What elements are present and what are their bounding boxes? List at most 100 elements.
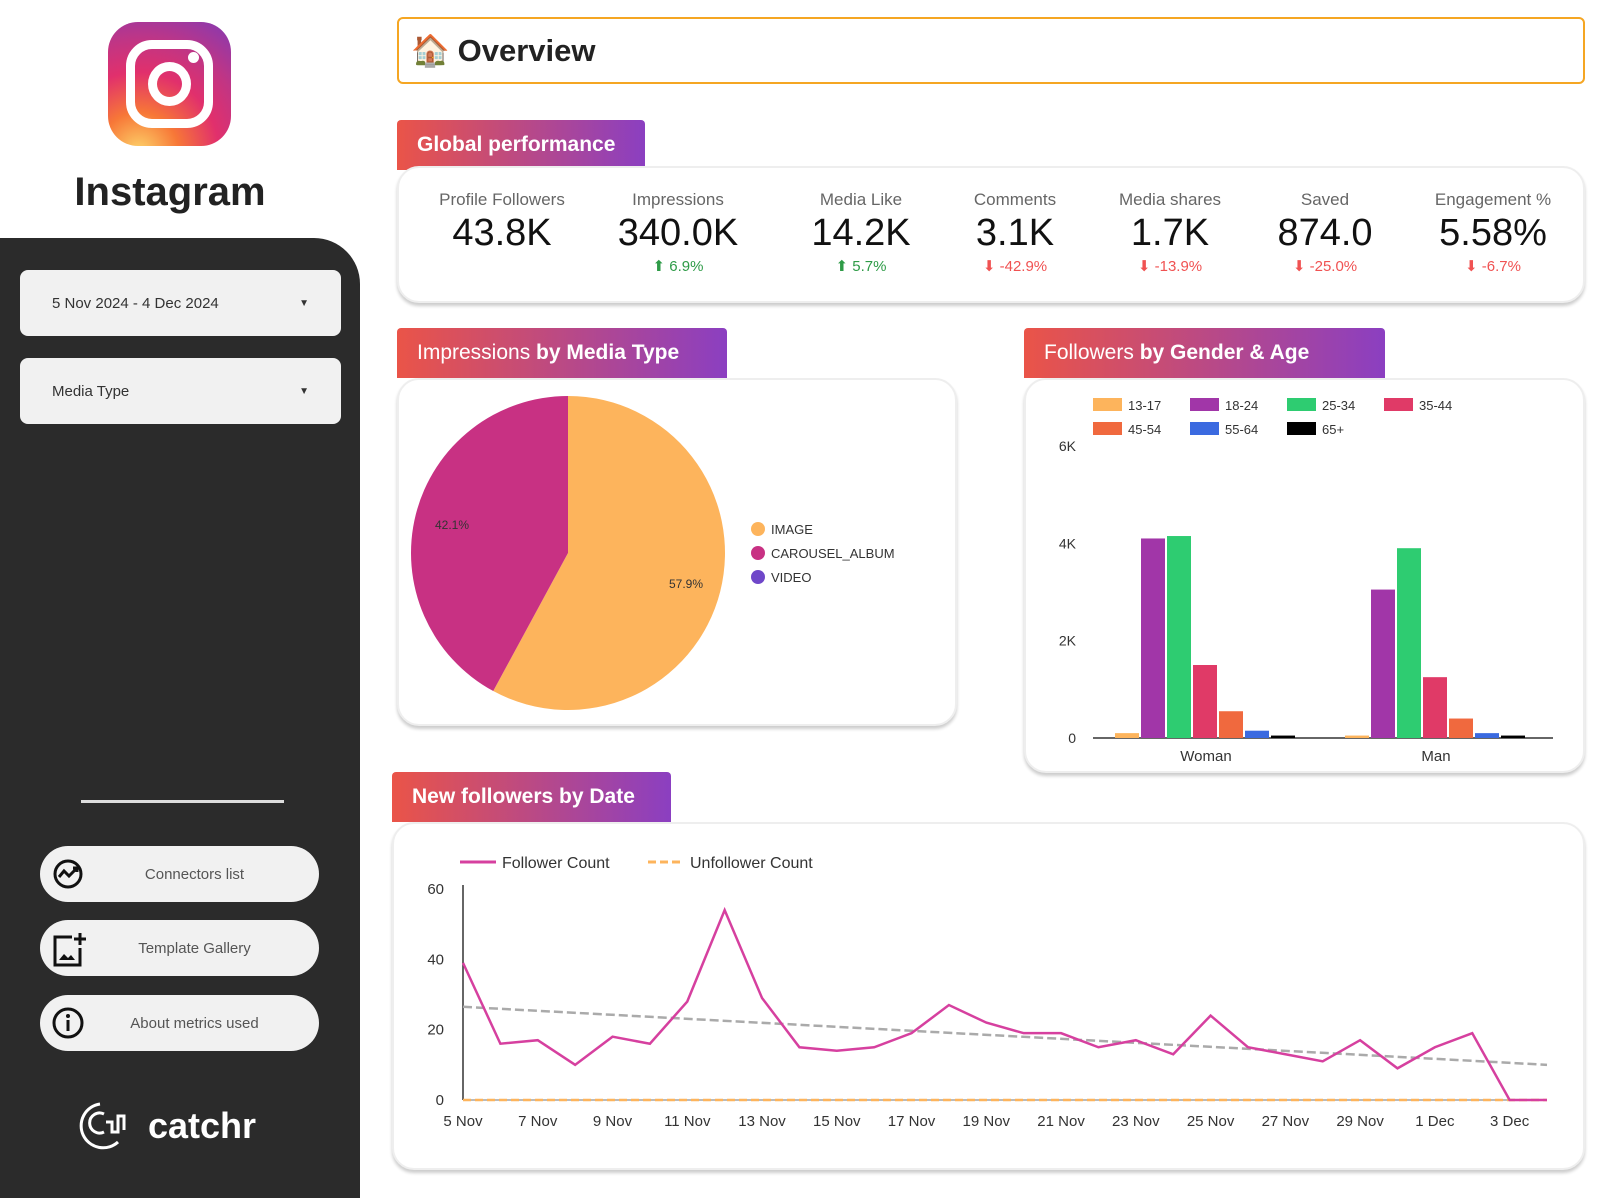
legend-label: 35-44: [1419, 398, 1452, 413]
bar-card: [1024, 378, 1585, 773]
x-tick: 29 Nov: [1336, 1113, 1384, 1130]
x-tick: 21 Nov: [1037, 1113, 1085, 1130]
x-tick: 15 Nov: [813, 1113, 861, 1130]
legend-label: 55-64: [1225, 422, 1258, 437]
new-followers-tab: New followers by Date: [392, 772, 671, 822]
kpi-media-shares: Media shares 1.7K ⬇ -13.9%: [1090, 190, 1250, 275]
y-tick: 40: [427, 951, 444, 968]
kpi-delta: ⬇ -13.9%: [1090, 257, 1250, 275]
x-tick: 17 Nov: [888, 1113, 936, 1130]
connectors-list-label: Connectors list: [144, 865, 245, 883]
arrow-up-icon: ⬆: [652, 258, 666, 275]
bar-woman-35-44: [1193, 665, 1217, 738]
catchr-wordmark: catchr: [148, 1105, 257, 1146]
media-type-value: Media Type: [52, 382, 130, 400]
bar-woman-65+: [1271, 735, 1295, 738]
legend-swatch: [751, 522, 765, 536]
caret-down-icon: ▼: [299, 385, 309, 397]
kpi-value: 1.7K: [1130, 212, 1210, 254]
legend-label: VIDEO: [771, 570, 811, 585]
kpi-media-like: Media Like 14.2K ⬆ 5.7%: [781, 190, 941, 275]
global-performance-tab: Global performance: [397, 120, 645, 170]
kpi-delta: ⬆ 6.9%: [598, 257, 758, 275]
x-tick: 1 Dec: [1415, 1113, 1455, 1130]
kpi-card: [397, 166, 1585, 303]
kpi-label: Comments: [973, 190, 1057, 209]
template-gallery-button[interactable]: Template Gallery: [40, 920, 319, 976]
arrow-up-icon: ⬆: [835, 258, 849, 275]
legend-label: CAROUSEL_ALBUM: [771, 546, 895, 561]
legend-label: 18-24: [1225, 398, 1258, 413]
legend-swatch: [1190, 422, 1219, 435]
kpi-value: 3.1K: [975, 212, 1055, 254]
bar-man-35-44: [1423, 677, 1447, 738]
section-title: Global performance: [417, 133, 616, 156]
bar-woman-18-24: [1141, 538, 1165, 738]
kpi-delta: ⬆ 5.7%: [781, 257, 941, 275]
catchr-logo[interactable]: catchr: [70, 1100, 256, 1152]
y-tick: 60: [427, 881, 444, 898]
x-tick: 9 Nov: [593, 1113, 633, 1130]
kpi-saved: Saved 874.0 ⬇ -25.0%: [1245, 190, 1405, 275]
kpi-value: 5.58%: [1439, 212, 1547, 254]
x-tick: 7 Nov: [518, 1113, 558, 1130]
pie-slice-carousel_album: [410, 396, 568, 692]
info-icon: [52, 1007, 84, 1039]
arrow-down-icon: ⬇: [982, 258, 996, 275]
chart-circle-icon: [53, 859, 83, 889]
section-title: New followers by Date: [412, 785, 635, 808]
kpi-label: Media shares: [1118, 190, 1222, 209]
bar-woman-13-17: [1115, 733, 1139, 738]
date-range-dropdown[interactable]: 5 Nov 2024 - 4 Dec 2024 ▼: [20, 270, 341, 336]
kpi-delta-value: -6.7%: [1481, 258, 1521, 275]
kpi-value: 14.2K: [811, 212, 911, 254]
kpi-delta: ⬇ -25.0%: [1245, 257, 1405, 275]
home-icon: 🏠: [411, 33, 450, 68]
legend-label: 25-34: [1322, 398, 1355, 413]
connectors-list-button[interactable]: Connectors list: [40, 846, 319, 902]
kpi-comments: Comments 3.1K ⬇ -42.9%: [935, 190, 1095, 275]
kpi-label: Profile Followers: [439, 190, 565, 209]
bar-woman-45-54: [1219, 711, 1243, 738]
arrow-down-icon: ⬇: [1465, 258, 1478, 275]
media-type-dropdown[interactable]: Media Type ▼: [20, 358, 341, 424]
kpi-delta-value: 5.7%: [852, 258, 887, 275]
y-tick: 6K: [1059, 438, 1077, 454]
kpi-label: Engagement %: [1434, 190, 1552, 209]
pie-label: 57.9%: [669, 577, 703, 591]
about-metrics-button[interactable]: About metrics used: [40, 995, 319, 1051]
x-tick: 5 Nov: [443, 1113, 483, 1130]
x-tick: Man: [1421, 748, 1450, 765]
bar-man-65+: [1501, 735, 1525, 738]
title-bold: by Media Type: [536, 341, 680, 364]
bar-man-55-64: [1475, 733, 1499, 738]
pie-label: 42.1%: [435, 518, 469, 532]
caret-down-icon: ▼: [299, 297, 309, 309]
page-header: 🏠 Overview: [397, 17, 1585, 84]
impressions-tab: Impressions by Media Type: [397, 328, 727, 378]
legend-swatch: [1093, 422, 1122, 435]
about-metrics-label: About metrics used: [130, 1014, 259, 1032]
bar-man-25-34: [1397, 548, 1421, 738]
y-tick: 0: [436, 1092, 444, 1109]
kpi-value: 340.0K: [617, 212, 739, 254]
kpi-impressions: Impressions 340.0K ⬆ 6.9%: [598, 190, 758, 275]
kpi-delta-value: -42.9%: [999, 258, 1048, 275]
line-card: [392, 822, 1585, 1170]
legend-swatch: [1384, 398, 1413, 411]
x-tick: 25 Nov: [1187, 1113, 1235, 1130]
trend-line: [462, 1005, 1548, 1067]
pie-slice-image: [493, 396, 725, 711]
kpi-delta-value: -25.0%: [1309, 258, 1358, 275]
kpi-delta: ⬇ -6.7%: [1413, 257, 1573, 275]
x-tick: 13 Nov: [738, 1113, 786, 1130]
x-tick: 3 Dec: [1490, 1113, 1530, 1130]
kpi-engagement-: Engagement % 5.58% ⬇ -6.7%: [1413, 190, 1573, 275]
kpi-label: Impressions: [632, 190, 724, 209]
bar-woman-25-34: [1167, 536, 1191, 738]
title-light: Impressions: [417, 341, 531, 364]
title-light: Followers: [1044, 341, 1134, 364]
kpi-delta-value: -13.9%: [1154, 258, 1203, 275]
arrow-down-icon: ⬇: [1137, 258, 1151, 275]
x-tick: Woman: [1180, 748, 1231, 765]
